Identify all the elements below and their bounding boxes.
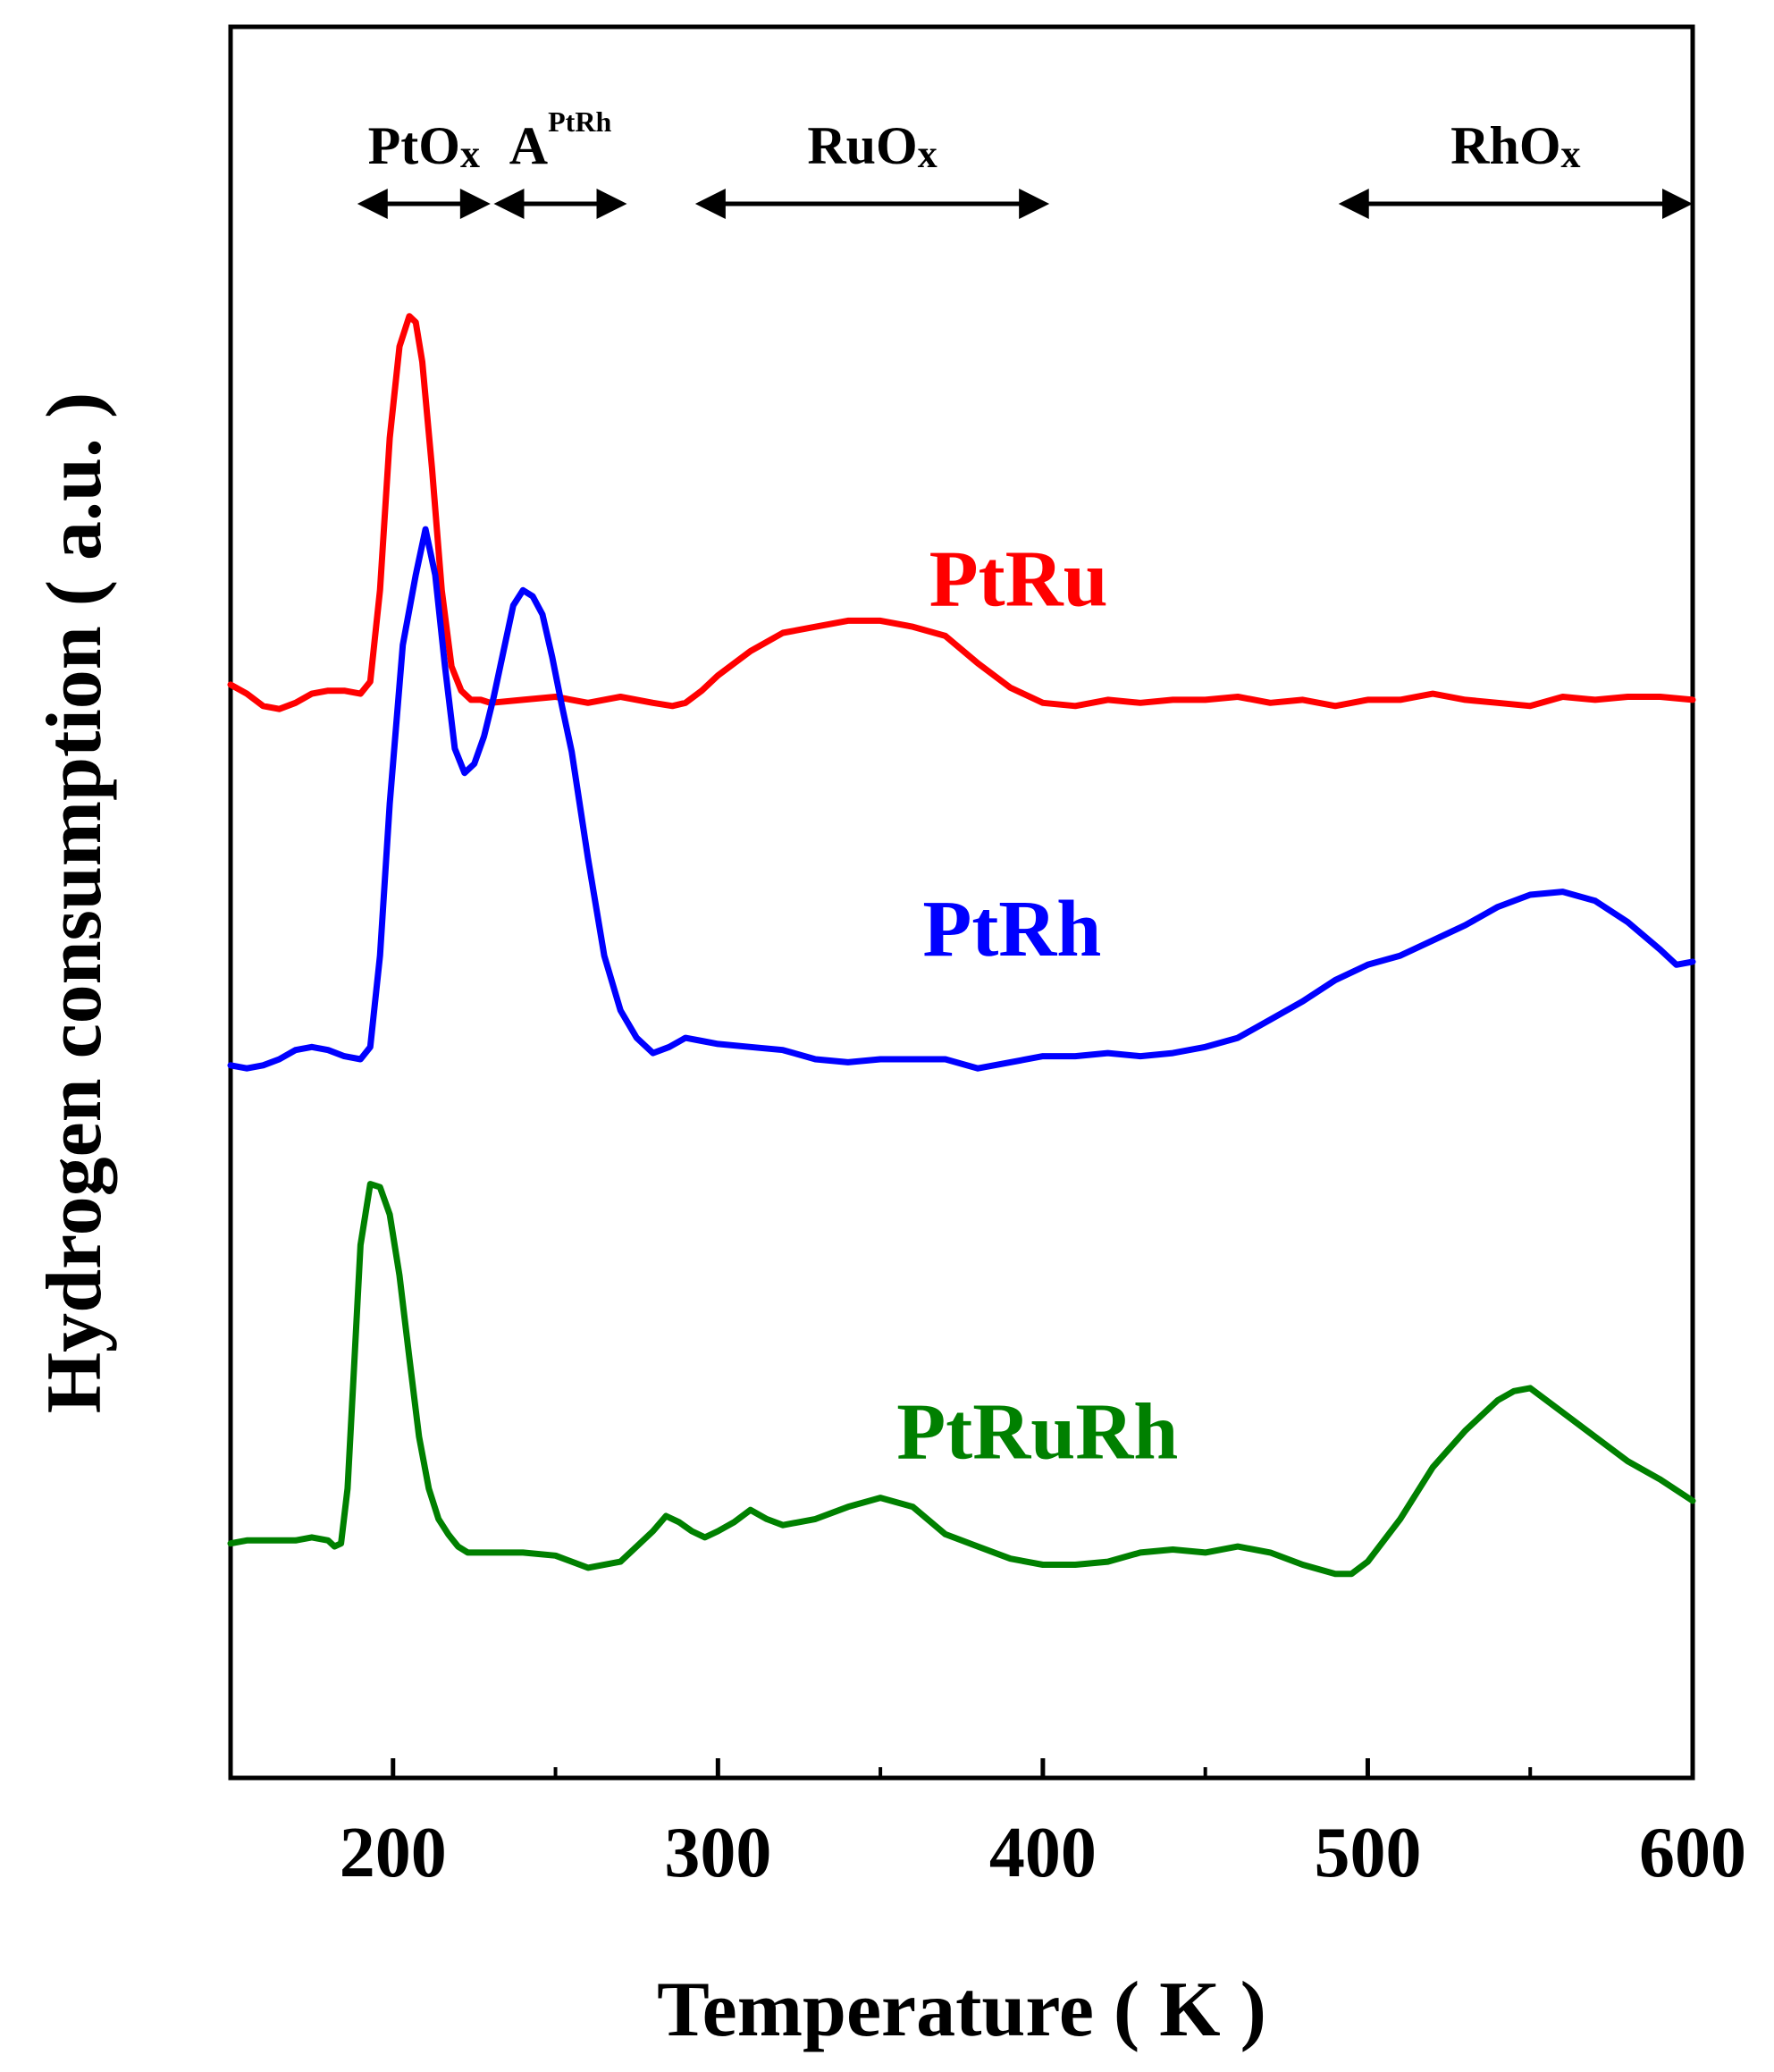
region-label-main: A bbox=[509, 116, 548, 175]
region-pt: PtOx bbox=[357, 116, 491, 219]
series-line-ptru bbox=[227, 313, 1696, 712]
region-arrowhead-left bbox=[1338, 189, 1369, 219]
plot-frame bbox=[228, 24, 1695, 1781]
series-line-ptrh bbox=[227, 526, 1696, 1072]
series-label-ptrurh: PtRuRh bbox=[896, 1387, 1178, 1476]
series-labels: PtRu PtRh PtRuRh bbox=[896, 535, 1178, 1476]
series-line-ptrurh bbox=[227, 1181, 1696, 1578]
region-label-main: RuO bbox=[807, 116, 917, 175]
region-label-subscript: x bbox=[460, 132, 480, 176]
series-layer bbox=[227, 313, 1696, 1578]
region-a: APtRh bbox=[493, 105, 627, 219]
region-arrowhead-right bbox=[1019, 189, 1050, 219]
region-ru: RuOx bbox=[694, 116, 1050, 219]
region-label: RhOx bbox=[1450, 116, 1580, 176]
x-axis-title: Temperature ( K ) bbox=[657, 1967, 1266, 2053]
region-label-main: RhO bbox=[1450, 116, 1560, 175]
x-tick-label: 400 bbox=[989, 1814, 1097, 1892]
region-label-superscript: PtRh bbox=[548, 105, 611, 138]
x-axis-ticks: 200 300 400 500 600 bbox=[340, 1758, 1746, 1892]
region-arrowhead-left bbox=[357, 189, 388, 219]
x-tick-label: 300 bbox=[664, 1814, 771, 1892]
region-arrowhead-right bbox=[1662, 189, 1693, 219]
region-arrowhead-left bbox=[694, 189, 726, 219]
region-arrowhead-left bbox=[493, 189, 525, 219]
region-label: APtRh bbox=[509, 105, 612, 175]
region-label-subscript: x bbox=[918, 132, 937, 176]
series-label-ptru: PtRu bbox=[929, 535, 1108, 623]
region-arrowhead-right bbox=[596, 189, 627, 219]
region-annotations: PtOx APtRh RuOx RhOx bbox=[357, 105, 1693, 219]
x-tick-label: 500 bbox=[1314, 1814, 1421, 1892]
series-label-ptrh: PtRh bbox=[922, 885, 1101, 973]
y-axis-title: Hydrogen consumption ( a.u. ) bbox=[31, 392, 118, 1414]
region-label-subscript: x bbox=[1561, 132, 1581, 176]
x-tick-label: 600 bbox=[1639, 1814, 1746, 1892]
region-rh: RhOx bbox=[1338, 116, 1693, 219]
region-label: RuOx bbox=[807, 116, 937, 176]
region-label: PtOx bbox=[368, 116, 480, 176]
region-label-main: PtO bbox=[368, 116, 460, 175]
x-tick-label: 200 bbox=[340, 1814, 447, 1892]
region-arrowhead-right bbox=[459, 189, 491, 219]
